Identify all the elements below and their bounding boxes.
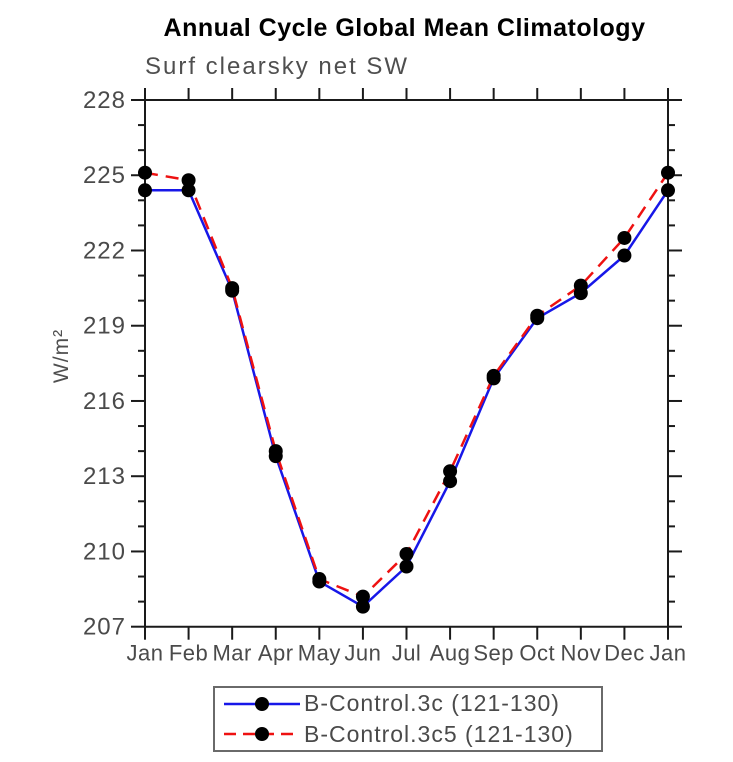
- svg-text:Jun: Jun: [344, 641, 381, 666]
- svg-text:Jan: Jan: [127, 641, 164, 666]
- legend-label-series1: B-Control.3c (121-130): [304, 690, 560, 717]
- svg-text:228: 228: [83, 87, 126, 114]
- chart-subtitle: Surf clearsky net SW: [145, 53, 410, 80]
- svg-text:Nov: Nov: [561, 641, 602, 666]
- svg-text:Jul: Jul: [392, 641, 422, 666]
- legend-solid-line-icon: [224, 696, 300, 711]
- svg-text:May: May: [298, 641, 341, 666]
- legend: B-Control.3c (121-130) B-Control.3c5 (12…: [213, 686, 603, 752]
- svg-text:Dec: Dec: [604, 641, 645, 666]
- svg-text:Jan: Jan: [650, 641, 687, 666]
- legend-dashed-line-icon: [224, 727, 300, 742]
- svg-text:225: 225: [83, 162, 126, 189]
- svg-text:222: 222: [83, 237, 126, 264]
- svg-text:216: 216: [83, 388, 126, 415]
- svg-text:Aug: Aug: [430, 641, 471, 666]
- svg-text:210: 210: [83, 538, 126, 565]
- chart-title: Annual Cycle Global Mean Climatology: [163, 14, 646, 42]
- svg-text:219: 219: [83, 313, 126, 340]
- svg-text:Feb: Feb: [169, 641, 208, 666]
- legend-item-series1: B-Control.3c (121-130): [215, 689, 601, 719]
- svg-text:213: 213: [83, 463, 126, 490]
- legend-label-series2: B-Control.3c5 (121-130): [304, 720, 574, 747]
- svg-text:Oct: Oct: [519, 641, 555, 666]
- svg-text:Sep: Sep: [473, 641, 514, 666]
- svg-text:Mar: Mar: [212, 641, 251, 666]
- svg-text:207: 207: [83, 614, 126, 641]
- legend-item-series2: B-Control.3c5 (121-130): [215, 719, 601, 749]
- svg-text:Apr: Apr: [258, 641, 294, 666]
